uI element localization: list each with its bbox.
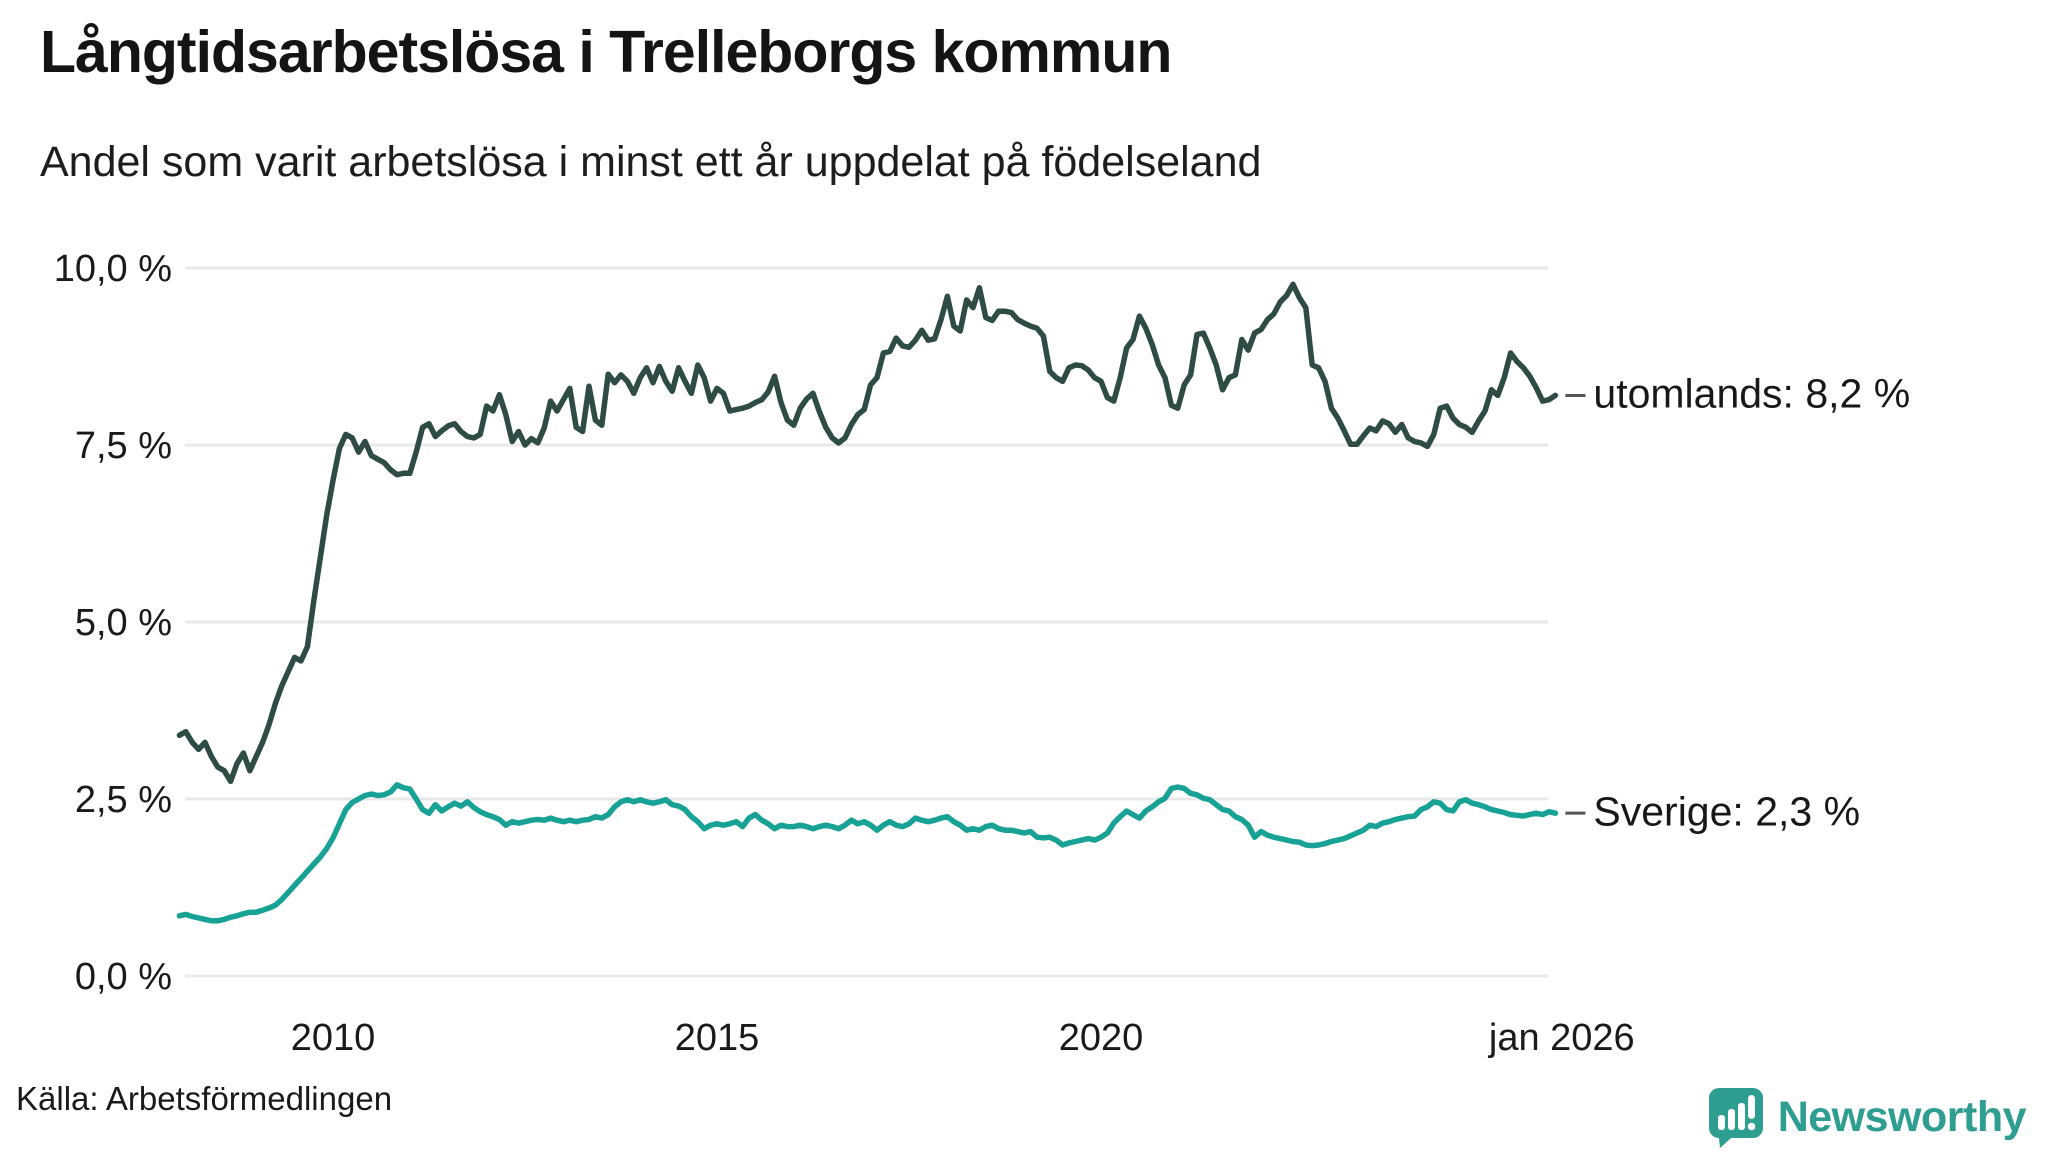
x-axis-tick-label: 2020	[1059, 1017, 1144, 1059]
y-axis-tick-label: 0,0 %	[75, 956, 172, 998]
chart-subtitle: Andel som varit arbetslösa i minst ett å…	[40, 138, 1262, 186]
series-label-utomlands: utomlands: 8,2 %	[1593, 370, 1911, 417]
source-attribution: Källa: Arbetsförmedlingen	[16, 1080, 393, 1117]
line-series-Sverige	[176, 782, 1559, 924]
series-label-sverige: Sverige: 2,3 %	[1593, 788, 1861, 835]
y-axis-tick-label: 5,0 %	[75, 602, 172, 644]
y-axis-tick-label: 10,0 %	[54, 248, 172, 290]
line-series-utomlands	[176, 281, 1559, 785]
y-axis-tick-label: 7,5 %	[75, 425, 172, 467]
page-title: Långtidsarbetslösa i Trelleborgs kommun	[40, 19, 1172, 85]
newsworthy-logo-text: Newsworthy	[1777, 1092, 2027, 1141]
newsworthy-logo: Newsworthy	[1707, 1086, 2027, 1148]
x-axis-tick-label: 2010	[291, 1017, 376, 1059]
x-axis-tick-label: jan 2026	[1488, 1017, 1635, 1059]
x-axis-tick-label: 2015	[675, 1017, 760, 1059]
newsworthy-logo-icon	[1708, 1088, 1763, 1148]
y-axis-tick-label: 2,5 %	[75, 779, 172, 821]
